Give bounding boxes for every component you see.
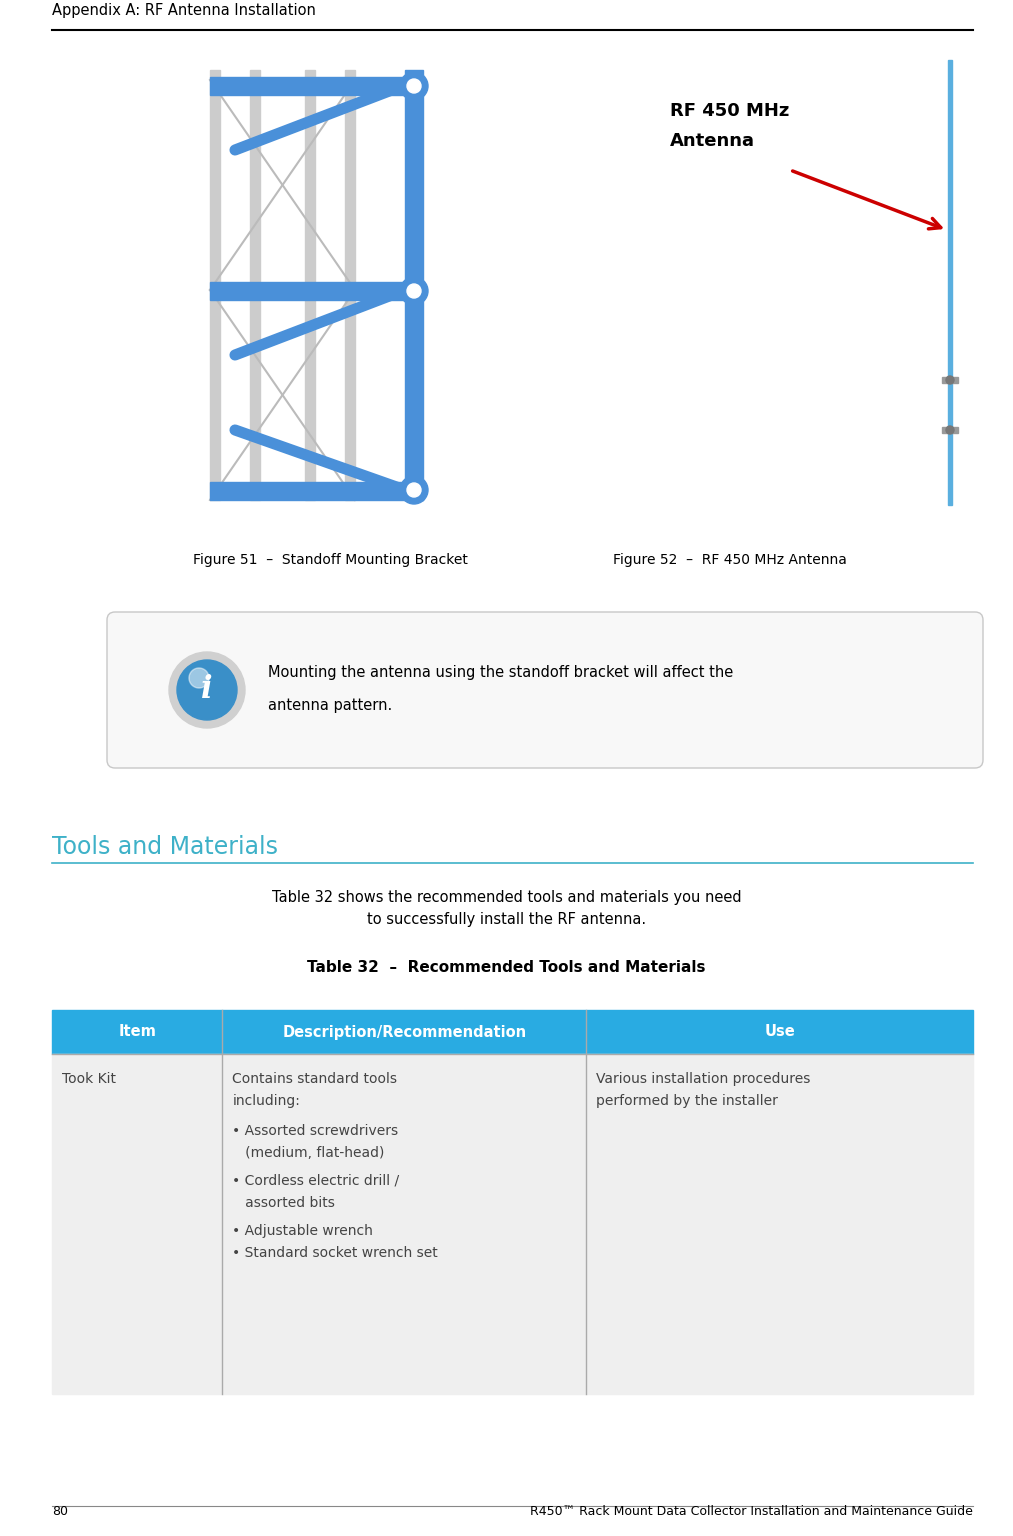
Circle shape bbox=[169, 651, 245, 728]
Text: (medium, flat-head): (medium, flat-head) bbox=[232, 1146, 385, 1160]
Text: Mounting the antenna using the standoff bracket will affect the: Mounting the antenna using the standoff … bbox=[268, 665, 733, 680]
Bar bbox=[210, 482, 423, 501]
Text: 80: 80 bbox=[52, 1505, 68, 1518]
Text: Appendix A: RF Antenna Installation: Appendix A: RF Antenna Installation bbox=[52, 3, 316, 18]
Circle shape bbox=[400, 72, 428, 100]
Bar bbox=[948, 60, 952, 505]
Text: Use: Use bbox=[764, 1025, 795, 1040]
Text: • Assorted screwdrivers: • Assorted screwdrivers bbox=[232, 1124, 398, 1138]
Circle shape bbox=[400, 276, 428, 306]
Bar bbox=[405, 71, 423, 501]
Text: including:: including: bbox=[232, 1094, 300, 1107]
Text: i: i bbox=[202, 674, 213, 705]
Bar bbox=[250, 71, 260, 501]
Bar bbox=[52, 1011, 973, 1395]
Circle shape bbox=[946, 376, 954, 384]
Circle shape bbox=[189, 668, 209, 688]
Text: Table 32 shows the recommended tools and materials you need: Table 32 shows the recommended tools and… bbox=[271, 889, 742, 905]
Circle shape bbox=[400, 476, 428, 504]
Bar bbox=[210, 283, 423, 300]
Circle shape bbox=[946, 425, 954, 435]
Bar bbox=[210, 71, 220, 501]
FancyBboxPatch shape bbox=[107, 611, 983, 768]
Text: Contains standard tools: Contains standard tools bbox=[232, 1072, 397, 1086]
Bar bbox=[305, 71, 315, 501]
Circle shape bbox=[407, 284, 421, 298]
Text: Item: Item bbox=[119, 1025, 156, 1040]
Text: assorted bits: assorted bits bbox=[232, 1197, 335, 1210]
Text: Figure 52  –  RF 450 MHz Antenna: Figure 52 – RF 450 MHz Antenna bbox=[613, 553, 847, 567]
Text: Took Kit: Took Kit bbox=[62, 1072, 116, 1086]
Text: R450™ Rack Mount Data Collector Installation and Maintenance Guide: R450™ Rack Mount Data Collector Installa… bbox=[530, 1505, 973, 1518]
Text: Antenna: Antenna bbox=[670, 132, 755, 151]
Text: antenna pattern.: antenna pattern. bbox=[268, 697, 392, 713]
Bar bbox=[345, 71, 355, 501]
Bar bbox=[210, 77, 423, 95]
Text: RF 450 MHz: RF 450 MHz bbox=[670, 101, 789, 120]
Text: to successfully install the RF antenna.: to successfully install the RF antenna. bbox=[367, 912, 646, 928]
Bar bbox=[52, 1054, 973, 1395]
Text: Description/Recommendation: Description/Recommendation bbox=[283, 1025, 527, 1040]
Text: • Cordless electric drill /: • Cordless electric drill / bbox=[232, 1174, 399, 1187]
Circle shape bbox=[407, 78, 421, 94]
Text: Various installation procedures: Various installation procedures bbox=[597, 1072, 810, 1086]
Text: performed by the installer: performed by the installer bbox=[597, 1094, 778, 1107]
Text: • Standard socket wrench set: • Standard socket wrench set bbox=[232, 1246, 439, 1260]
Text: Tools and Materials: Tools and Materials bbox=[52, 836, 278, 859]
Circle shape bbox=[177, 660, 237, 720]
Text: • Adjustable wrench: • Adjustable wrench bbox=[232, 1224, 373, 1238]
Bar bbox=[942, 427, 958, 433]
Bar bbox=[942, 376, 958, 382]
Bar bbox=[52, 1011, 973, 1054]
Text: Figure 51  –  Standoff Mounting Bracket: Figure 51 – Standoff Mounting Bracket bbox=[192, 553, 467, 567]
Text: Table 32  –  Recommended Tools and Materials: Table 32 – Recommended Tools and Materia… bbox=[307, 960, 706, 975]
Circle shape bbox=[407, 482, 421, 498]
